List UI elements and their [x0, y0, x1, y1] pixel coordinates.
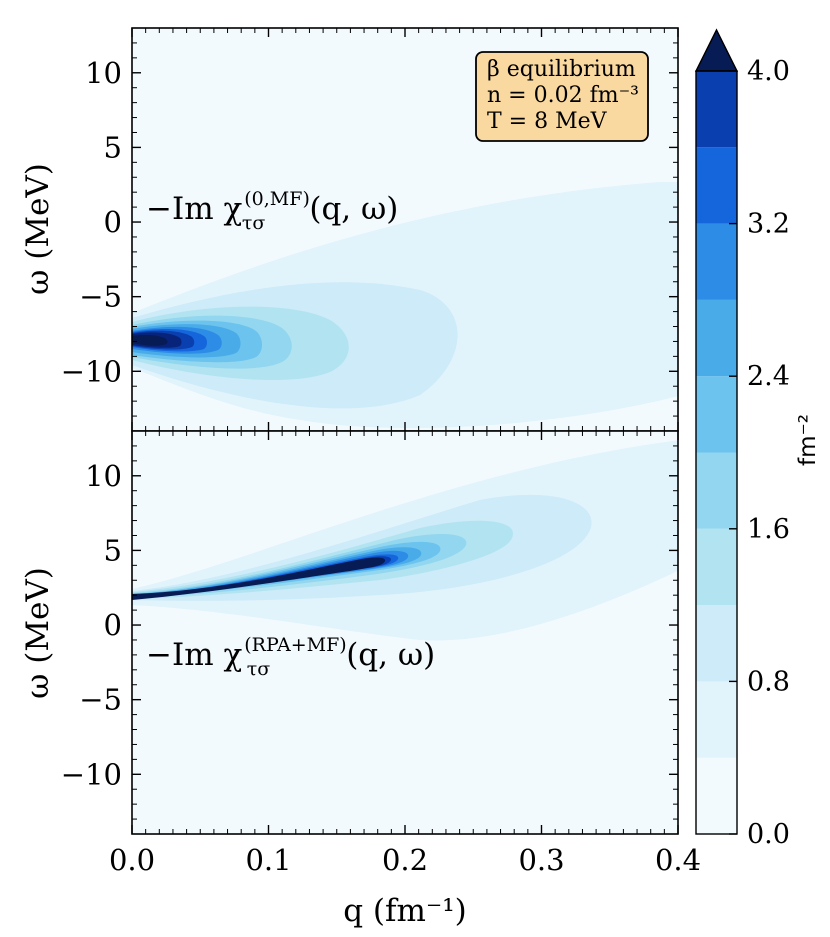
- bottom-curve-label-superscript: (RPA+MF): [244, 634, 346, 656]
- colorbar-extend-arrow: [694, 28, 739, 72]
- bottom-contours: [132, 440, 678, 641]
- inset-line-3: T = 8 MeV: [487, 109, 608, 134]
- top-y-tick-label: −10: [61, 354, 122, 388]
- bottom-curve-label-subscript: τσ: [247, 658, 271, 680]
- colorbar-band: [696, 757, 737, 834]
- colorbar-band: [696, 452, 737, 529]
- colorbar-tick-label: 0.8: [747, 666, 790, 697]
- colorbar-band: [696, 147, 737, 224]
- bottom-contour-level-9: [132, 556, 392, 596]
- bottom-y-tick-label: 0: [104, 608, 122, 642]
- bottom-curve-label-prefix: −Im χ: [146, 637, 242, 673]
- x-tick-label: 0.1: [245, 843, 291, 877]
- x-tick-label: 0.0: [109, 843, 155, 877]
- top-curve-label-subscript: τσ: [242, 212, 266, 234]
- top-contours: [132, 182, 678, 429]
- bottom-y-tick-label: −10: [61, 757, 122, 791]
- bottom-y-tick-label: 5: [104, 533, 122, 567]
- x-axis-ticks: 0.0 0.1 0.2 0.3 0.4: [109, 843, 701, 877]
- colorbar-frame: [695, 70, 738, 835]
- top-y-tick-label: 0: [104, 205, 122, 239]
- colorbar-tick-label: 3.2: [747, 209, 790, 240]
- top-curve-label: −Im χ (0,MF) τσ (q, ω): [146, 188, 398, 234]
- x-axis-label: q (fm⁻¹): [343, 893, 467, 929]
- bottom-y-tick-label: −5: [79, 683, 122, 717]
- colorbar-tick-label: 2.4: [747, 361, 790, 392]
- x-tick-label: 0.3: [518, 843, 564, 877]
- colorbar-band: [696, 376, 737, 453]
- colorbar-tick-label: 0.0: [747, 819, 790, 850]
- top-y-tick-label: 10: [85, 56, 122, 90]
- colorbar-bands: [696, 71, 737, 834]
- top-contour-peak: [132, 335, 168, 346]
- inset-line-1: β equilibrium: [487, 57, 636, 82]
- bottom-contour-peak: [132, 557, 386, 600]
- top-curve-label-suffix: (q, ω): [309, 191, 398, 227]
- bottom-curve-label: −Im χ (RPA+MF) τσ (q, ω): [146, 634, 435, 680]
- top-y-tick-label: −5: [79, 280, 122, 314]
- top-y-axis-label: ω (MeV): [20, 163, 56, 295]
- x-tick-label: 0.2: [382, 843, 428, 877]
- colorbar-unit-label: fm⁻²: [795, 414, 821, 466]
- top-curve-label-prefix: −Im χ: [146, 191, 242, 227]
- colorbar-band: [696, 605, 737, 682]
- top-panel: 10 5 0 −5 −10 ω (MeV) −Im χ (0,MF) τσ (q, ω) β …: [20, 27, 679, 432]
- bottom-curve-label-suffix: (q, ω): [346, 637, 435, 673]
- colorbar-band: [696, 681, 737, 758]
- top-curve-label-superscript: (0,MF): [244, 188, 310, 210]
- colorbar-band: [696, 223, 737, 300]
- colorbar-band: [696, 299, 737, 377]
- bottom-panel: 10 5 0 −5 −10 ω (MeV) −Im χ (RPA+MF) τσ (q, ω): [20, 430, 679, 835]
- colorbar: 0.0 0.8 1.6 2.4 3.2 4.0 fm⁻²: [694, 28, 821, 850]
- x-tick-label: 0.4: [655, 843, 701, 877]
- bottom-y-tick-label: 10: [85, 459, 122, 493]
- bottom-contour-level-8: [132, 554, 399, 596]
- top-y-tick-label: 5: [104, 130, 122, 164]
- inset-box: β equilibrium n = 0.02 fm⁻³ T = 8 MeV: [475, 51, 649, 142]
- colorbar-band: [696, 528, 737, 606]
- colorbar-band: [696, 71, 737, 148]
- bottom-y-ticks: 10 5 0 −5 −10: [61, 430, 679, 835]
- colorbar-tick-label: 4.0: [747, 56, 790, 87]
- top-y-ticks: 10 5 0 −5 −10: [61, 27, 679, 432]
- colorbar-ticks: 0.0 0.8 1.6 2.4 3.2 4.0: [729, 56, 790, 850]
- inset-box-background: [475, 51, 649, 142]
- inset-line-2: n = 0.02 fm⁻³: [487, 83, 639, 108]
- colorbar-tick-label: 1.6: [747, 514, 790, 545]
- bottom-y-axis-label: ω (MeV): [20, 567, 56, 699]
